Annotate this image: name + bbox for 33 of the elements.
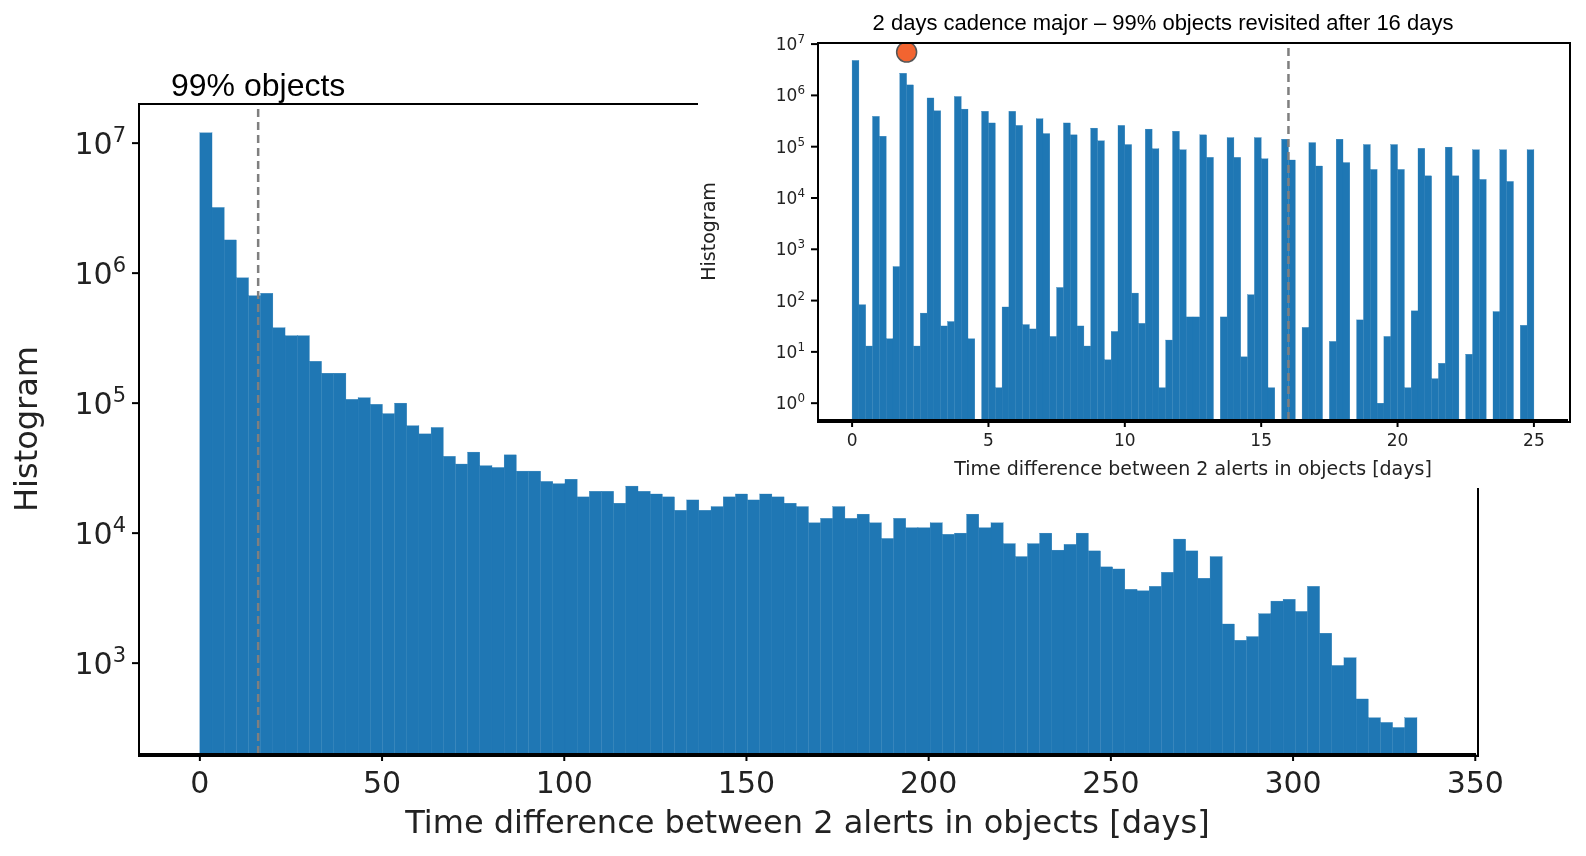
y-tick-label: 10$^{2}$ bbox=[775, 288, 805, 311]
x-tick-label: 0 bbox=[846, 430, 858, 450]
x-tick-label: 300 bbox=[1264, 765, 1322, 800]
x-axis-title: Time difference between 2 alerts in objects [days] bbox=[953, 457, 1432, 480]
x-tick-label: 50 bbox=[362, 765, 402, 800]
y-tick-label: 10$^{4}$ bbox=[775, 185, 805, 208]
y-tick-label: 10$^{6}$ bbox=[74, 252, 126, 291]
x-tick-label: 100 bbox=[535, 765, 593, 800]
x-tick-label: 200 bbox=[900, 765, 958, 800]
y-tick-label: 10$^{5}$ bbox=[775, 134, 805, 157]
y-tick-label: 10$^{6}$ bbox=[775, 83, 805, 106]
x-tick-label: 15 bbox=[1250, 430, 1272, 450]
y-tick-label: 10$^{7}$ bbox=[775, 32, 805, 55]
y-axis-title: Histogram bbox=[6, 346, 45, 512]
ref-line-label: 99% objects bbox=[171, 67, 346, 103]
y-tick-label: 10$^{3}$ bbox=[74, 642, 126, 681]
y-tick-label: 10$^{1}$ bbox=[775, 339, 805, 362]
x-tick-label: 250 bbox=[1082, 765, 1140, 800]
y-tick-label: 10$^{5}$ bbox=[74, 382, 126, 421]
x-tick-label: 25 bbox=[1523, 430, 1545, 450]
y-tick-label: 10$^{0}$ bbox=[775, 391, 805, 414]
y-axis-title: Histogram bbox=[697, 182, 720, 281]
chart-title: 2 days cadence major – 99% objects revisited after 16 days bbox=[872, 10, 1454, 35]
y-tick-label: 10$^{3}$ bbox=[775, 237, 805, 260]
x-tick-label: 150 bbox=[717, 765, 776, 800]
x-axis-title: Time difference between 2 alerts in objects [days] bbox=[404, 802, 1210, 841]
x-tick-label: 10 bbox=[1114, 430, 1136, 450]
y-tick-label: 10$^{4}$ bbox=[74, 512, 126, 551]
x-tick-label: 5 bbox=[983, 430, 994, 450]
x-tick-label: 350 bbox=[1446, 765, 1504, 800]
y-tick-label: 10$^{7}$ bbox=[74, 122, 126, 161]
x-tick-label: 20 bbox=[1386, 430, 1409, 450]
x-tick-label: 0 bbox=[190, 765, 210, 800]
